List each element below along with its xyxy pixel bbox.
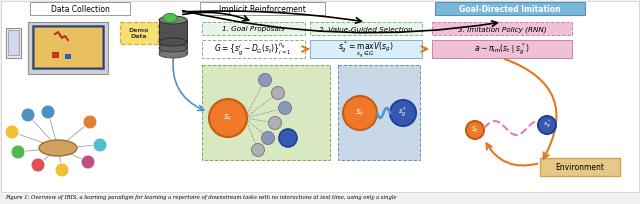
Text: $s_g^*$: $s_g^*$ [398, 106, 408, 120]
Text: $s_g^*=\underset{s_g\in G}{\max}V(s_g)$: $s_g^*=\underset{s_g\in G}{\max}V(s_g)$ [339, 39, 394, 60]
Text: $a\sim\pi_{\rm im}(s_t\mid s_g^*)$: $a\sim\pi_{\rm im}(s_t\mid s_g^*)$ [474, 42, 530, 57]
Text: $s_t$: $s_t$ [355, 108, 365, 118]
Text: $s_g^*$: $s_g^*$ [543, 119, 551, 131]
Circle shape [269, 116, 282, 130]
Circle shape [81, 155, 95, 169]
FancyBboxPatch shape [200, 2, 325, 15]
Text: Goal-Directed Imitation: Goal-Directed Imitation [459, 5, 561, 14]
Circle shape [538, 116, 556, 134]
Ellipse shape [159, 22, 187, 30]
FancyBboxPatch shape [435, 2, 585, 15]
FancyBboxPatch shape [34, 27, 102, 67]
Text: 1. Goal Proposals: 1. Goal Proposals [221, 27, 284, 32]
FancyBboxPatch shape [120, 22, 158, 44]
Ellipse shape [159, 50, 187, 58]
FancyBboxPatch shape [432, 22, 572, 35]
FancyBboxPatch shape [432, 40, 572, 58]
Text: $G=\{s_g^i\sim D_G(s_t)\}_{i=1}^{n_g}$: $G=\{s_g^i\sim D_G(s_t)\}_{i=1}^{n_g}$ [214, 41, 292, 58]
Ellipse shape [159, 16, 187, 24]
Text: Environment: Environment [556, 163, 605, 172]
FancyBboxPatch shape [310, 40, 422, 58]
Circle shape [11, 145, 25, 159]
FancyBboxPatch shape [32, 25, 104, 69]
FancyBboxPatch shape [197, 18, 427, 183]
Circle shape [93, 138, 107, 152]
Circle shape [279, 129, 297, 147]
Ellipse shape [39, 140, 77, 156]
FancyBboxPatch shape [202, 65, 330, 160]
FancyBboxPatch shape [159, 20, 187, 42]
Text: Demo
Data: Demo Data [129, 28, 149, 39]
Circle shape [466, 121, 484, 139]
Circle shape [31, 158, 45, 172]
FancyBboxPatch shape [8, 30, 19, 55]
Circle shape [262, 132, 275, 144]
Text: $s_t$: $s_t$ [471, 125, 479, 135]
Circle shape [83, 115, 97, 129]
Circle shape [41, 105, 55, 119]
FancyBboxPatch shape [338, 65, 420, 160]
Text: $s_t$: $s_t$ [223, 113, 233, 123]
Circle shape [278, 102, 291, 114]
Ellipse shape [163, 13, 177, 22]
Text: 3. Imitation Policy (RNN): 3. Imitation Policy (RNN) [458, 26, 547, 33]
FancyBboxPatch shape [540, 158, 620, 176]
FancyBboxPatch shape [65, 54, 70, 58]
Circle shape [209, 99, 247, 137]
FancyBboxPatch shape [30, 2, 130, 15]
Text: Data Collection: Data Collection [51, 5, 109, 14]
FancyBboxPatch shape [310, 22, 422, 35]
Circle shape [252, 143, 264, 156]
FancyBboxPatch shape [6, 28, 21, 58]
Circle shape [21, 108, 35, 122]
FancyBboxPatch shape [159, 26, 187, 48]
Circle shape [55, 163, 69, 177]
Circle shape [271, 86, 285, 100]
FancyBboxPatch shape [202, 40, 305, 58]
FancyBboxPatch shape [159, 32, 187, 54]
Text: Implicit Reinforcement: Implicit Reinforcement [219, 5, 305, 14]
Ellipse shape [159, 38, 187, 46]
Ellipse shape [159, 28, 187, 36]
FancyBboxPatch shape [1, 1, 639, 192]
FancyBboxPatch shape [202, 22, 305, 35]
Circle shape [5, 125, 19, 139]
FancyBboxPatch shape [28, 22, 108, 74]
Circle shape [343, 96, 377, 130]
Text: 2. Value-Guided Selection: 2. Value-Guided Selection [319, 27, 413, 32]
Circle shape [390, 100, 416, 126]
Circle shape [259, 73, 271, 86]
Text: Figure 1: Overview of IRIS, a learning paradigm for learning a repertoire of dow: Figure 1: Overview of IRIS, a learning p… [5, 195, 397, 201]
FancyBboxPatch shape [52, 52, 58, 57]
Ellipse shape [159, 44, 187, 52]
